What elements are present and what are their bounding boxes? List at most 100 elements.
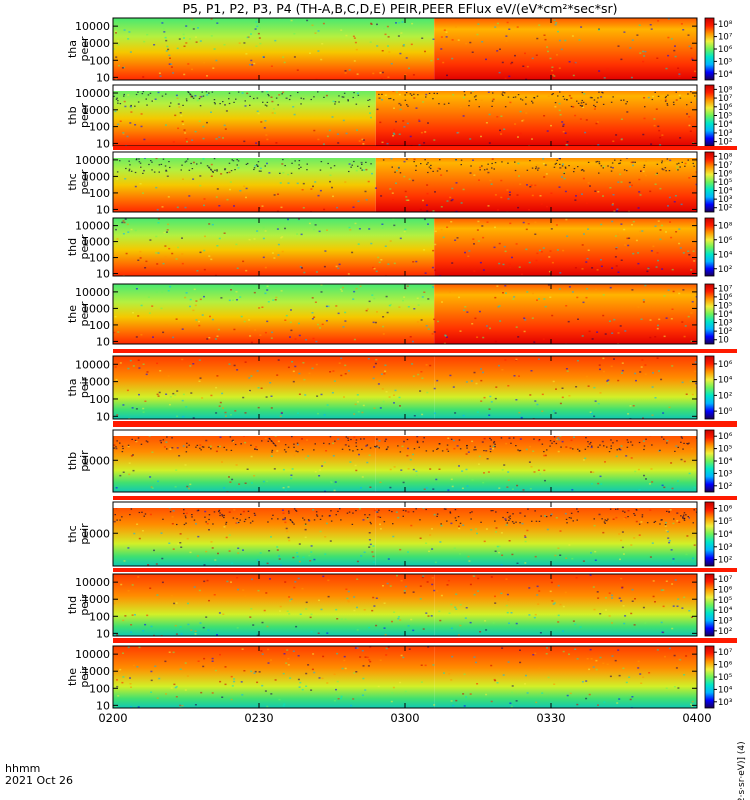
y-axis-label: tha bbox=[66, 378, 79, 396]
y-axis-label: peir bbox=[78, 376, 91, 398]
colorbar-tick-label: 10² bbox=[718, 138, 732, 148]
y-axis-label: thb bbox=[66, 106, 79, 124]
y-axis-label: the bbox=[66, 305, 79, 323]
y-axis-label: thb bbox=[66, 452, 79, 470]
y-axis-label: the bbox=[66, 668, 79, 686]
panel-the-peir: 10 100 1000 10000 the peir 10³ 10⁴ 10⁵ 10⁶ 10⁷ bbox=[66, 645, 733, 712]
y-tick-label: 10000 bbox=[75, 286, 110, 299]
y-tick-label: 10000 bbox=[75, 358, 110, 371]
y-tick-label: 100 bbox=[89, 121, 110, 134]
date-label: 2021 Oct 26 bbox=[5, 774, 73, 787]
colorbar: 10² 10³ 10⁴ 10⁵ 10⁶ bbox=[704, 501, 733, 567]
separator-stripe bbox=[113, 349, 737, 353]
x-tick-label: 0230 bbox=[244, 711, 273, 725]
y-axis-label: peir bbox=[78, 666, 91, 688]
separator-stripe bbox=[113, 421, 737, 427]
spectrogram-image bbox=[113, 85, 697, 146]
spectrogram-image bbox=[113, 356, 697, 419]
y-tick-label: 10 bbox=[96, 699, 110, 712]
separator-stripe bbox=[113, 568, 737, 572]
y-tick-label: 1000 bbox=[82, 104, 110, 117]
spectrogram-image bbox=[113, 430, 697, 492]
colorbar-tick-label: 10³ bbox=[718, 319, 732, 329]
colorbar-tick-label: 10² bbox=[718, 482, 732, 492]
y-tick-label: 10 bbox=[96, 335, 110, 348]
colorbar-tick-label: 10⁰ bbox=[718, 407, 733, 417]
colorbar-tick-label: 10⁵ bbox=[718, 445, 732, 455]
colorbar-tick-label: 10⁴ bbox=[718, 187, 733, 197]
y-tick-label: 10 bbox=[96, 203, 110, 216]
colorbar-tick-label: 10² bbox=[718, 627, 732, 637]
y-tick-label: 10 bbox=[96, 137, 110, 150]
colorbar-tick-label: 10² bbox=[718, 204, 732, 214]
colorbar-tick-label: 10⁶ bbox=[718, 45, 733, 55]
colorbar-tick-label: 10⁴ bbox=[718, 70, 733, 80]
y-axis-label: peer bbox=[78, 103, 91, 129]
spectrogram-image bbox=[113, 18, 697, 80]
colorbar-tick-label: 10⁷ bbox=[718, 575, 733, 585]
colorbar-tick-label: 10³ bbox=[718, 617, 732, 627]
colorbar-tick-label: 10⁶ bbox=[718, 293, 733, 303]
y-axis-label: peir bbox=[78, 450, 91, 472]
colorbar-tick-label: 10⁷ bbox=[718, 161, 733, 171]
colorbar-tick-label: 10⁶ bbox=[718, 586, 733, 596]
colorbar-tick-label: 10⁵ bbox=[718, 178, 732, 188]
y-axis-label: thc bbox=[66, 173, 79, 190]
y-tick-label: 10000 bbox=[75, 648, 110, 661]
colorbar-tick-label: 10⁶ bbox=[718, 360, 733, 370]
y-tick-label: 10000 bbox=[75, 576, 110, 589]
colorbar-tick-label: 10⁷ bbox=[718, 94, 733, 104]
x-tick-label: 0200 bbox=[98, 711, 127, 725]
colorbar-tick-label: 10⁸ bbox=[718, 20, 733, 30]
y-axis-label: tha bbox=[66, 40, 79, 58]
colorbar-tick-label: 10³ bbox=[718, 469, 732, 479]
y-tick-label: 10 bbox=[96, 71, 110, 84]
panel-thb-peer: 10 100 1000 10000 thb peer 10²10³10⁴10⁵10⁶10⁷1… bbox=[66, 84, 733, 150]
y-tick-label: 100 bbox=[89, 682, 110, 695]
colorbar-unit-label: [eV/(cm2·s·sr·eV)] (4) bbox=[737, 741, 747, 800]
y-tick-label: 100 bbox=[89, 187, 110, 200]
y-axis-label: peir bbox=[78, 594, 91, 616]
y-tick-label: 1000 bbox=[82, 527, 110, 540]
colorbar-tick-label: 10⁴ bbox=[718, 530, 733, 540]
colorbar-tick-label: 10⁷ bbox=[718, 33, 733, 43]
colorbar-tick-label: 10⁷ bbox=[718, 284, 733, 294]
colorbar: 10² 10⁴ 10⁶ 10⁸ bbox=[704, 217, 733, 277]
colorbar-tick-label: 10⁶ bbox=[718, 504, 733, 514]
colorbar-tick-label: 10⁶ bbox=[718, 432, 733, 442]
y-tick-label: 10 bbox=[96, 627, 110, 640]
colorbar-tick-label: 10² bbox=[718, 556, 732, 566]
panel-thc-peer: 10 100 1000 10000 thc peer 10²10³10⁴10⁵10⁶10⁷1… bbox=[66, 151, 733, 216]
colorbar-tick-label: 10⁴ bbox=[718, 685, 733, 695]
colorbar-tick-label: 10⁴ bbox=[718, 606, 733, 616]
colorbar-tick-label: 10⁸ bbox=[718, 85, 733, 95]
colorbar-tick-label: 10⁵ bbox=[718, 596, 732, 606]
colorbar-tick-label: 10⁸ bbox=[718, 152, 733, 162]
colorbar-tick-label: 10³ bbox=[718, 698, 732, 708]
colorbar: 10⁴ 10⁵ 10⁶ 10⁷ 10⁸ bbox=[704, 17, 733, 81]
colorbar-tick-label: 10⁵ bbox=[718, 112, 732, 122]
colorbar-tick-label: 10⁵ bbox=[718, 517, 732, 527]
colorbar: 10⁰ 10² 10⁴ 10⁶ bbox=[704, 355, 733, 420]
colorbar-tick-label: 10³ bbox=[718, 543, 732, 553]
y-axis-label: peer bbox=[78, 301, 91, 327]
y-axis-label: peir bbox=[78, 523, 91, 545]
y-tick-label: 1000 bbox=[82, 170, 110, 183]
y-tick-label: 1000 bbox=[82, 37, 110, 50]
colorbar-tick-label: 10⁵ bbox=[718, 57, 732, 67]
colorbar-tick-label: 10⁶ bbox=[718, 236, 733, 246]
colorbar-tick-label: 10⁵ bbox=[718, 301, 732, 311]
colorbar-tick-label: 10⁴ bbox=[718, 310, 733, 320]
colorbar: 10² 10³ 10⁴ 10⁵ 10⁶ bbox=[704, 429, 733, 493]
y-tick-label: 10 bbox=[96, 268, 110, 281]
y-axis-label: peer bbox=[78, 234, 91, 260]
y-tick-label: 100 bbox=[89, 252, 110, 265]
spectrogram-image bbox=[113, 284, 697, 344]
y-tick-label: 100 bbox=[89, 610, 110, 623]
colorbar-tick-label: 10³ bbox=[718, 129, 732, 139]
colorbar-tick-label: 10⁴ bbox=[718, 120, 733, 130]
